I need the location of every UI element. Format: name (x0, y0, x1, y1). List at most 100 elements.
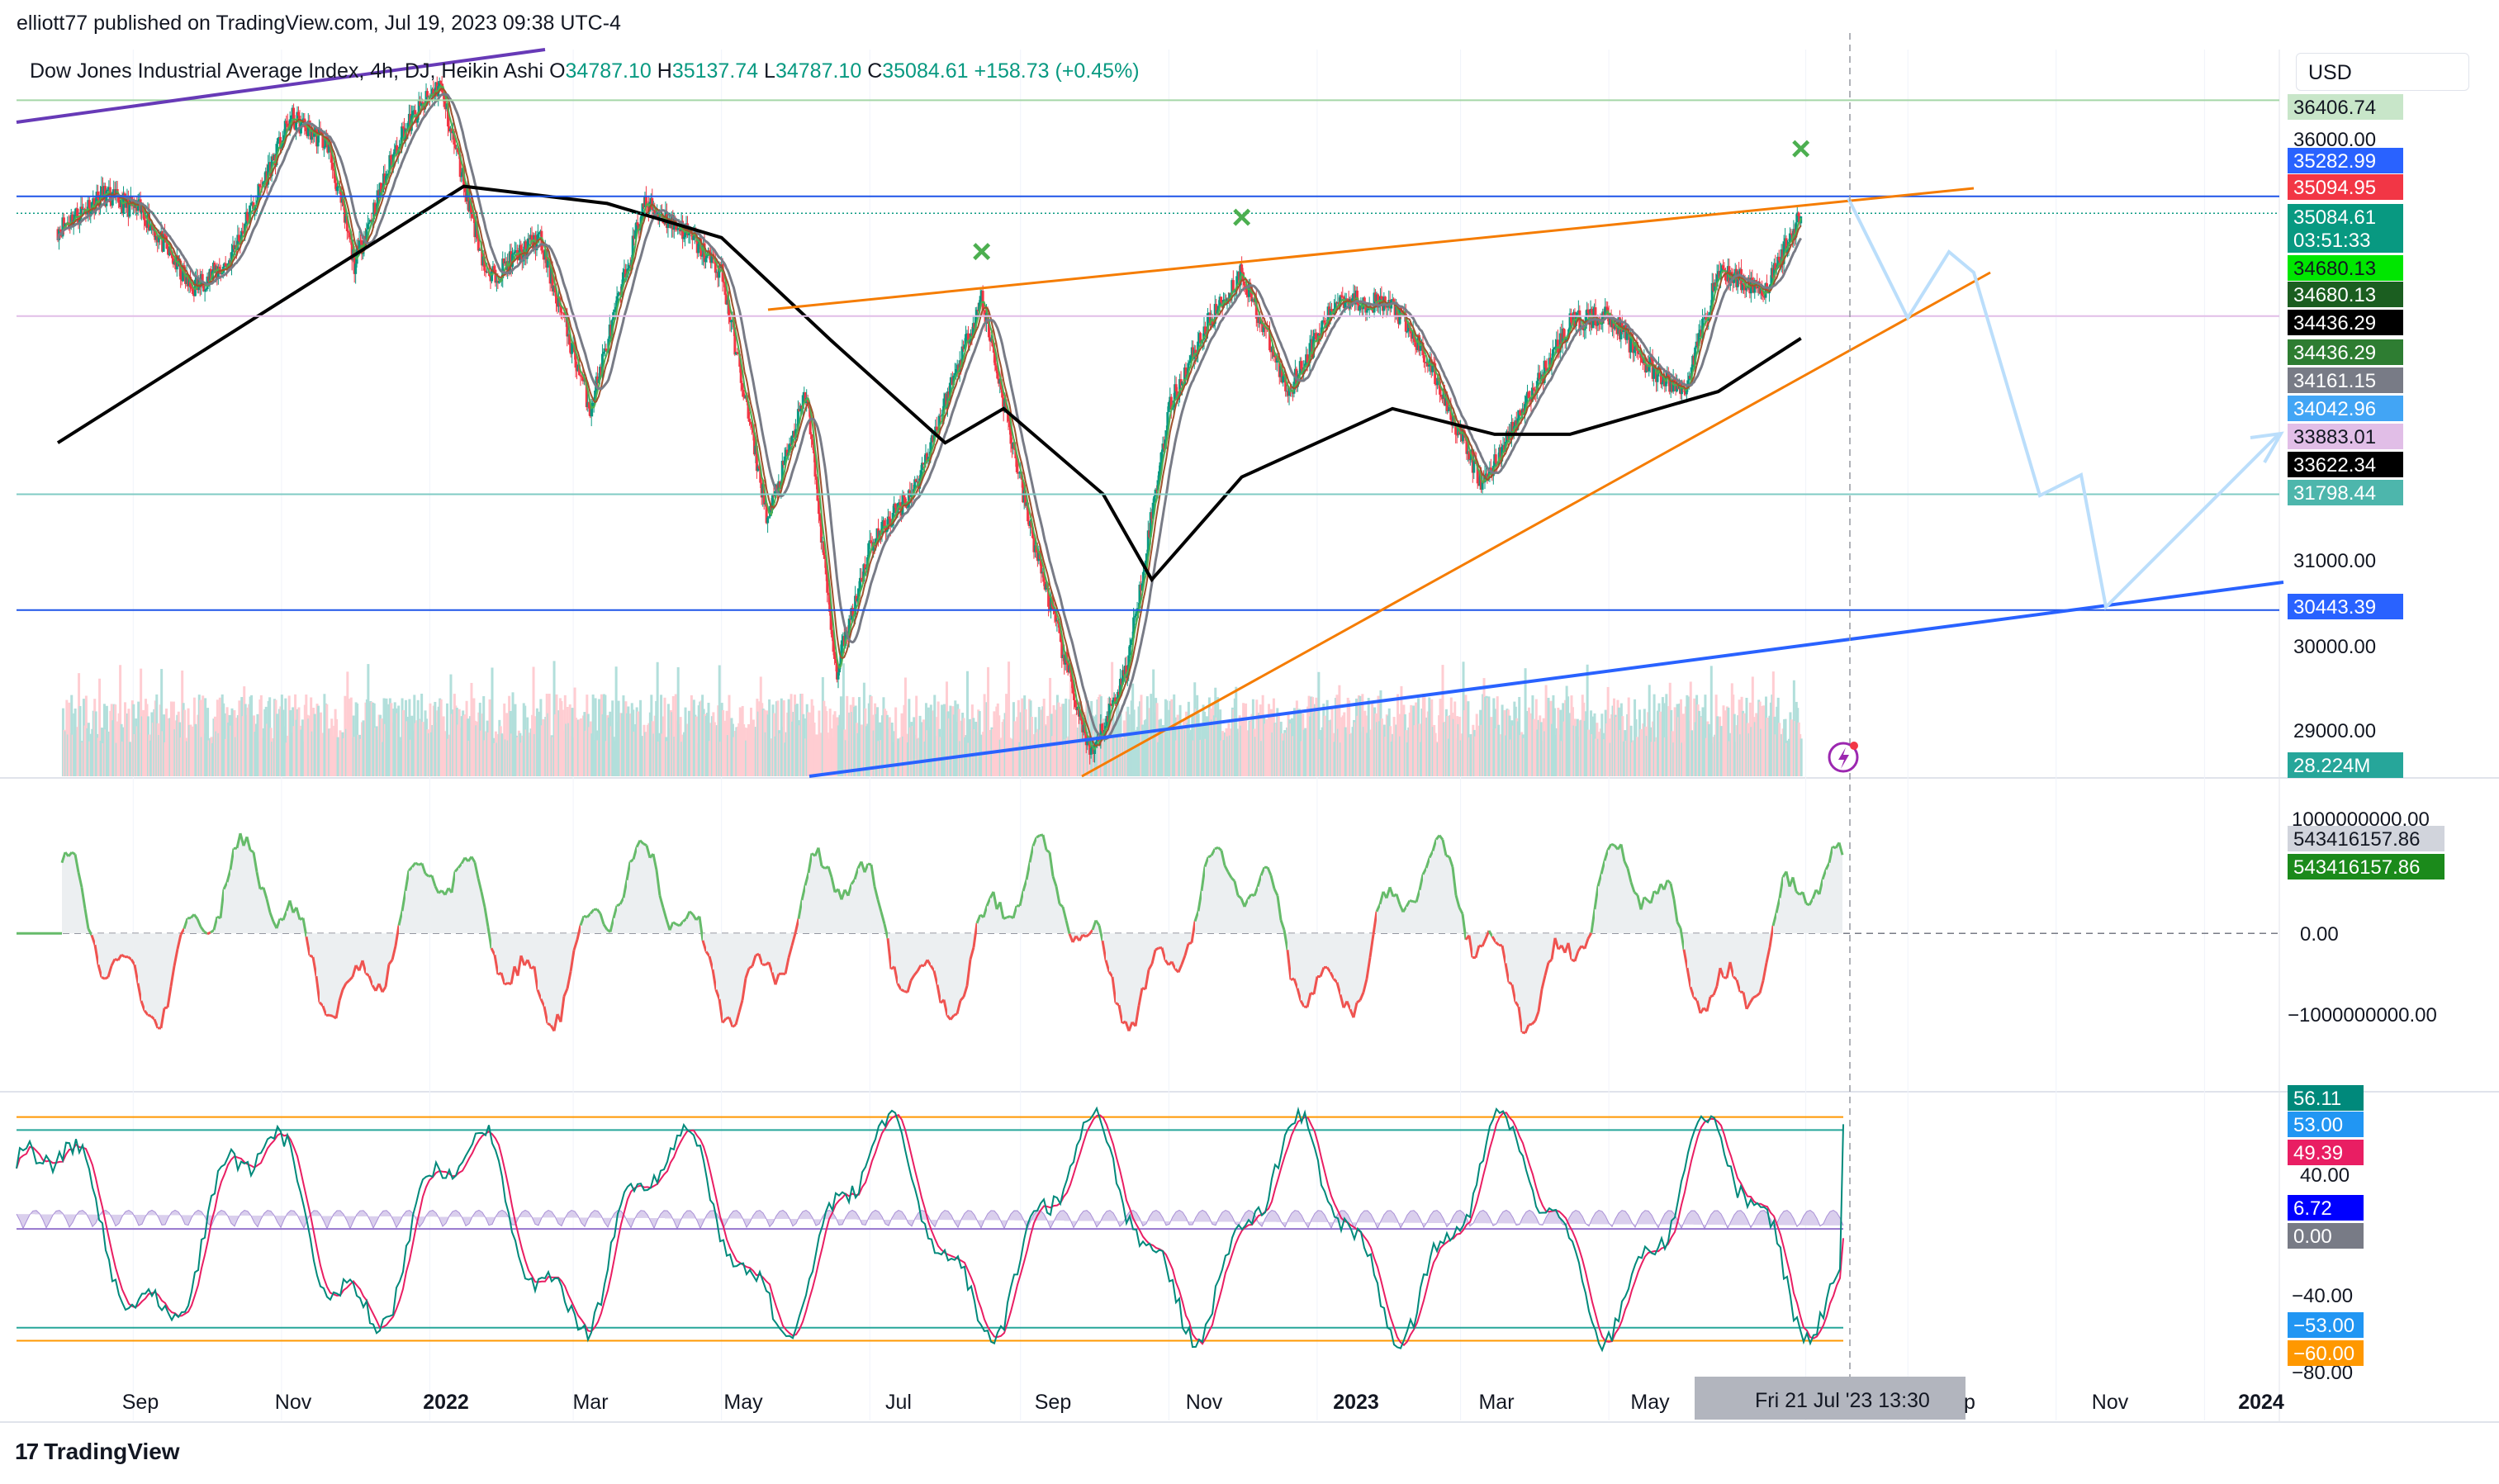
osc-fill-segment (815, 848, 818, 934)
osc-line-segment (187, 918, 191, 919)
osc-fill-segment (148, 933, 151, 1016)
osc-fill-segment (105, 933, 108, 979)
osc-fill-segment (914, 933, 918, 975)
osc-fill-segment (1129, 933, 1132, 1031)
osc-fill-segment (749, 933, 752, 968)
osc-fill-segment (379, 933, 382, 992)
ma-slow-line (58, 94, 1801, 739)
osc-fill-segment (128, 933, 131, 960)
osc-fill-segment (960, 933, 964, 1000)
osc-fill-segment (901, 933, 904, 991)
osc-fill-segment (164, 933, 168, 1008)
osc-fill-segment (260, 888, 263, 933)
osc-fill-segment (941, 933, 944, 1003)
osc-line-segment (72, 852, 75, 854)
osc-fill-segment (766, 933, 769, 965)
osc-fill-segment (125, 933, 128, 956)
osc-fill-segment (158, 933, 161, 1028)
candle-body (894, 504, 897, 508)
osc-fill-segment (825, 866, 828, 933)
osc-line-segment (415, 863, 419, 865)
top-marker: × (1790, 129, 1811, 168)
osc-fill-segment (729, 933, 733, 1026)
projection-path (1848, 198, 2279, 607)
osc-fill-segment (640, 841, 643, 933)
osc-fill-segment (151, 933, 154, 1019)
osc-fill-segment (637, 841, 640, 933)
osc-fill-segment (141, 933, 145, 1011)
osc-line-segment (250, 850, 254, 851)
osc-fill-segment (419, 864, 422, 934)
osc-fill-segment (234, 848, 237, 933)
osc-fill-segment (1126, 933, 1129, 1031)
osc-fill-segment (62, 852, 65, 933)
osc-fill-segment (439, 890, 442, 933)
osc-line-segment (617, 904, 620, 906)
candle-body (1423, 355, 1425, 363)
osc-fill-segment (65, 852, 69, 933)
osc-fill-segment (1116, 933, 1119, 1005)
osc-fill-segment (617, 904, 620, 933)
osc-line-segment (148, 1015, 151, 1017)
osc-fill-segment (442, 890, 445, 933)
osc-line-segment (121, 955, 125, 956)
osc-line-segment (868, 864, 871, 865)
osc-fill-segment (310, 933, 313, 957)
osc-line-segment (207, 932, 211, 934)
osc-fill-segment (531, 933, 534, 969)
osc-line-segment (884, 924, 888, 938)
osc-fill-segment (822, 866, 825, 933)
osc-line-segment (548, 1023, 551, 1025)
osc-fill-segment (498, 933, 501, 974)
osc-fill-segment (548, 933, 551, 1025)
notification-dot-icon (1850, 742, 1858, 750)
osc-fill-segment (349, 933, 353, 980)
ma-fast-line (58, 86, 1801, 750)
osc-fill-segment (904, 933, 908, 992)
osc-fill-segment (1132, 933, 1136, 1026)
osc-fill-segment (762, 933, 766, 965)
osc-line-segment (303, 918, 306, 937)
osc-fill-segment (422, 864, 425, 934)
osc-line-segment (577, 925, 581, 939)
osc-fill-segment (237, 833, 240, 933)
osc-fill-segment (187, 918, 191, 934)
osc-fill-segment (1036, 836, 1040, 934)
osc-fill-segment (557, 933, 561, 1022)
osc-fill-segment (1007, 917, 1010, 934)
osc-fill-segment (858, 861, 861, 933)
osc-line-segment (901, 989, 904, 991)
candle-body (1366, 311, 1368, 313)
osc-fill-segment (868, 864, 871, 933)
osc-fill-segment (1033, 837, 1036, 933)
osc-fill-segment (1109, 933, 1112, 977)
osc-fill-segment (145, 933, 148, 1015)
osc-fill-segment (425, 874, 429, 933)
top-marker: × (971, 231, 992, 270)
osc-fill-segment (647, 846, 650, 934)
osc-line-segment (733, 1025, 736, 1027)
osc-fill-segment (633, 847, 637, 933)
osc-fill-segment (1003, 917, 1007, 933)
osc-fill-segment (343, 933, 346, 989)
osc-fill-segment (372, 933, 376, 991)
osc-fill-segment (947, 933, 951, 1020)
osc-line-segment (488, 927, 491, 949)
osc-fill-segment (72, 852, 75, 933)
osc-fill-segment (931, 933, 934, 970)
osc-fill-segment (538, 933, 541, 998)
candles (57, 76, 1803, 764)
osc-fill-segment (458, 864, 462, 934)
osc-fill-segment (154, 933, 158, 1028)
osc-line-segment (102, 977, 105, 979)
osc-fill-segment (845, 889, 848, 933)
osc-fill-segment (240, 833, 244, 933)
candle-body (1073, 693, 1075, 699)
osc-fill-segment (1122, 933, 1126, 1023)
osc-line-segment (643, 844, 647, 846)
osc-fill-segment (594, 909, 597, 933)
osc-fill-segment (462, 858, 465, 934)
osc-fill-segment (643, 844, 647, 934)
